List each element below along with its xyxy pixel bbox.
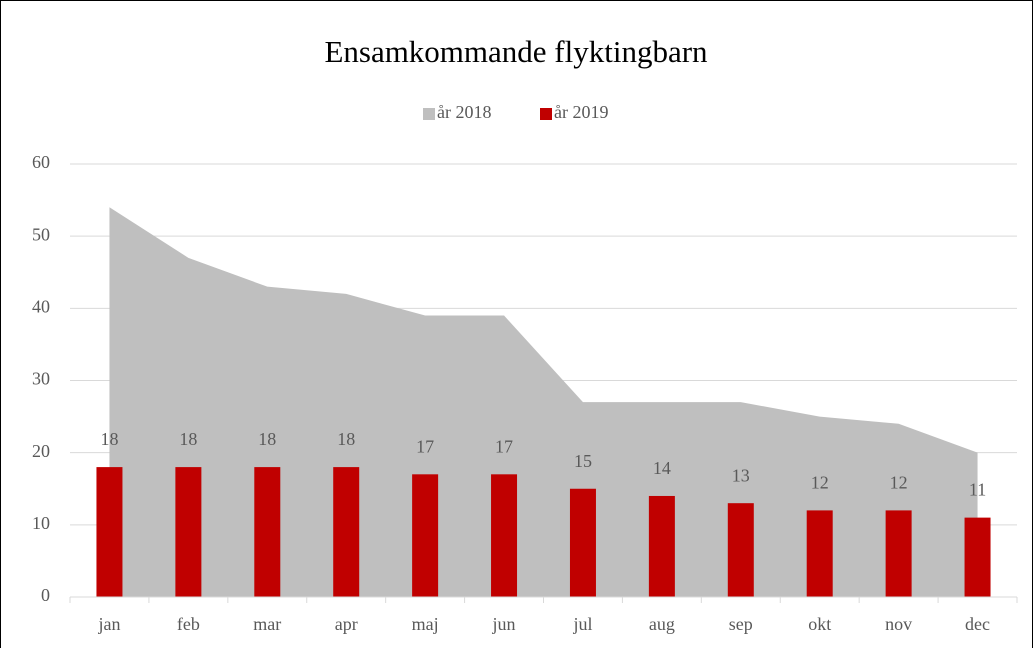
data-label: 15 — [574, 451, 592, 471]
bar — [885, 510, 912, 597]
y-tick-label: 10 — [32, 513, 50, 533]
bar — [648, 495, 675, 597]
legend-swatch — [540, 108, 552, 120]
bar — [569, 488, 596, 597]
data-label: 12 — [811, 473, 829, 493]
data-label: 11 — [969, 480, 986, 500]
bar — [175, 467, 202, 597]
x-tick-label: jun — [492, 614, 516, 634]
x-tick-label: mar — [253, 614, 281, 634]
chart-title: Ensamkommande flyktingbarn — [324, 34, 708, 69]
x-tick-label: dec — [965, 614, 990, 634]
data-label: 18 — [258, 429, 276, 449]
y-tick-label: 60 — [32, 152, 50, 172]
x-tick-label: maj — [412, 614, 439, 634]
x-tick-label: nov — [885, 614, 912, 634]
bar — [964, 517, 991, 597]
data-label: 17 — [495, 436, 513, 456]
data-label: 18 — [100, 429, 118, 449]
bar — [727, 503, 754, 597]
x-tick-label: apr — [335, 614, 358, 634]
x-tick-label: jul — [572, 614, 592, 634]
legend-label: år 2019 — [554, 102, 608, 122]
data-label: 12 — [890, 473, 908, 493]
legend-label: år 2018 — [437, 102, 491, 122]
data-label: 18 — [337, 429, 355, 449]
x-tick-label: feb — [177, 614, 200, 634]
bar — [491, 474, 518, 597]
data-label: 13 — [732, 465, 750, 485]
x-tick-label: aug — [649, 614, 675, 634]
y-tick-label: 30 — [32, 369, 50, 389]
data-label: 14 — [653, 458, 671, 478]
y-tick-label: 50 — [32, 224, 50, 244]
bar — [96, 467, 123, 597]
y-tick-label: 0 — [41, 585, 50, 605]
x-tick-label: okt — [808, 614, 831, 634]
x-tick-label: jan — [97, 614, 120, 634]
data-label: 18 — [179, 429, 197, 449]
area — [109, 207, 978, 598]
bar — [254, 467, 281, 597]
bar — [333, 467, 360, 597]
bar — [412, 474, 439, 597]
y-tick-label: 40 — [32, 296, 50, 316]
bar — [806, 510, 833, 597]
data-label: 17 — [416, 436, 434, 456]
legend-swatch — [423, 108, 435, 120]
y-tick-label: 20 — [32, 441, 50, 461]
x-tick-label: sep — [729, 614, 753, 634]
